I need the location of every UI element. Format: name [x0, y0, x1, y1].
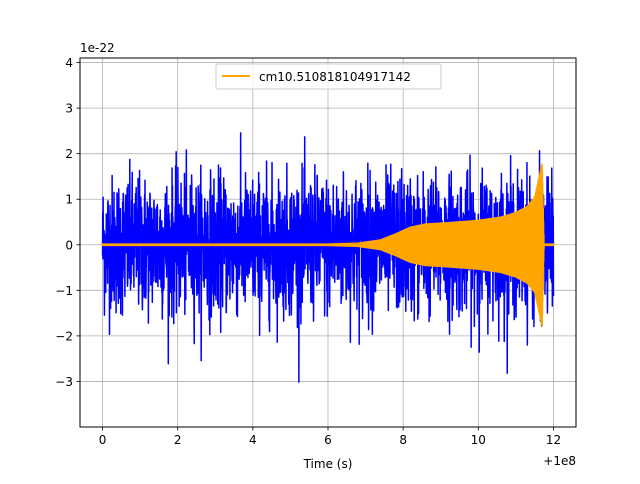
y-tick-label: 3: [65, 102, 73, 116]
legend: cm10.510818104917142: [215, 63, 442, 90]
y-axis: −3 −2 −1 0 1 2 3 4: [55, 56, 80, 389]
series-noise-line: [101, 132, 555, 383]
y-tick-label: 1: [65, 193, 73, 207]
legend-frame: [215, 63, 442, 90]
y-scale-label: 1e-22: [80, 41, 115, 55]
y-tick-label: −2: [55, 329, 73, 343]
plot-frame: [79, 57, 577, 428]
y-tick-label: −1: [55, 284, 73, 298]
series-chirp-line: [101, 163, 555, 327]
y-tick-label: −3: [55, 375, 73, 389]
x-tick-label: 10: [471, 433, 486, 447]
y-tick-label: 2: [65, 147, 73, 161]
x-tick-label: 8: [399, 433, 407, 447]
x-tick-label: 2: [174, 433, 182, 447]
x-axis-label: Time (s): [303, 457, 353, 471]
x-tick-label: 0: [99, 433, 107, 447]
x-axis: 0 2 4 6 8 10 12: [99, 427, 561, 447]
plot-series: [101, 132, 555, 383]
legend-label: cm10.510818104917142: [259, 70, 411, 84]
y-tick-label: 4: [65, 56, 73, 70]
y-tick-label: 0: [65, 238, 73, 252]
x-tick-label: 12: [546, 433, 561, 447]
x-tick-label: 6: [324, 433, 332, 447]
x-offset-label: +1e8: [543, 454, 576, 468]
x-tick-label: 4: [249, 433, 257, 447]
